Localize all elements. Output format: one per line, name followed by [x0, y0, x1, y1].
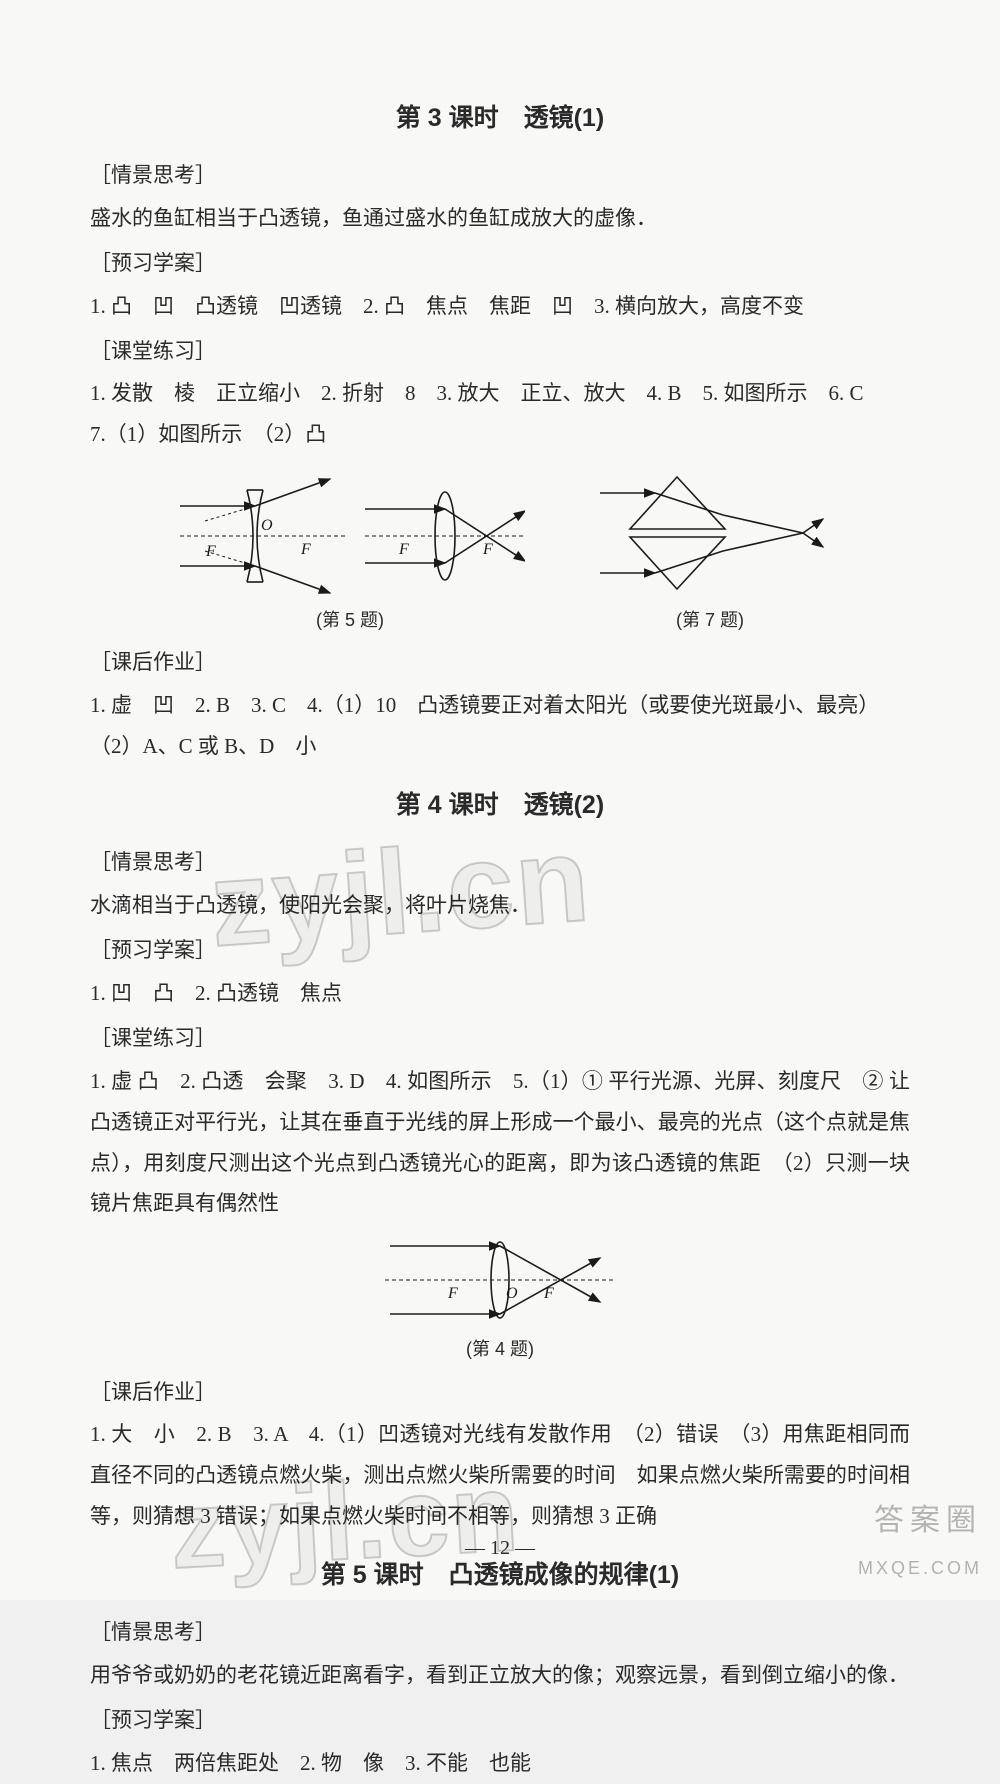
body-text: 1. 虚 凹 2. B 3. C 4.（1）10 凸透镜要正对着太阳光（或要使光… [90, 685, 910, 726]
section-label: ［课后作业］ [90, 1372, 910, 1413]
lens-diagram-concave-convex: F F O F F [175, 461, 525, 601]
figure-5: F F O F F (第 5 题) [175, 461, 525, 638]
section-label: ［预习学案］ [90, 243, 910, 284]
body-text: 7.（1）如图所示 （2）凸 [90, 414, 910, 455]
section-label: ［情景思考］ [90, 842, 910, 883]
body-text: 1. 凹 凸 2. 凸透镜 焦点 [90, 973, 910, 1014]
section-label: ［情景思考］ [90, 1612, 910, 1653]
body-text: 1. 凸 凹 凸透镜 凹透镜 2. 凸 焦点 焦距 凹 3. 横向放大，高度不变 [90, 286, 910, 327]
body-text: 1. 虚 凸 2. 凸透 会聚 3. D 4. 如图所示 5.（1）① 平行光源… [90, 1061, 910, 1225]
svg-text:O: O [506, 1285, 518, 1302]
figure-7: (第 7 题) [595, 461, 825, 638]
svg-text:F: F [398, 541, 409, 558]
body-text: 水滴相当于凸透镜，使阳光会聚，将叶片烧焦． [90, 885, 910, 926]
site-text: MXQE.COM [858, 1551, 982, 1586]
body-text: 1. 发散 棱 正立缩小 2. 折射 8 3. 放大 正立、放大 4. B 5.… [90, 373, 910, 414]
figure-4: F F O (第 4 题) [380, 1230, 620, 1367]
svg-text:F: F [205, 543, 216, 560]
section-label: ［课堂练习］ [90, 1018, 910, 1059]
figure-caption: (第 7 题) [595, 603, 825, 638]
svg-text:F: F [300, 541, 311, 558]
figure-row: F F O F F (第 5 题) (第 7 题) [90, 461, 910, 638]
svg-text:O: O [261, 517, 273, 534]
svg-text:F: F [543, 1285, 554, 1302]
body-text: 用爷爷或奶奶的老花镜近距离看字，看到正立放大的像；观察远景，看到倒立缩小的像． [90, 1655, 910, 1696]
convex-lens-diagram: FFO [380, 1230, 620, 1330]
section-label: ［课堂练习］ [90, 331, 910, 372]
section-label: ［情景思考］ [90, 155, 910, 196]
svg-text:F: F [482, 541, 493, 558]
body-text: （2）A、C 或 B、D 小 [90, 726, 910, 767]
document-page: zyjl.cn zyjl.cn 第 3 课时 透镜(1) ［情景思考］ 盛水的鱼… [0, 0, 1000, 1600]
section-label: ［课后作业］ [90, 642, 910, 683]
page-number: — 12 — [0, 1529, 1000, 1568]
lesson3-title: 第 3 课时 透镜(1) [90, 94, 910, 143]
figure-row: F F O (第 4 题) [90, 1230, 910, 1367]
body-text: 盛水的鱼缸相当于凸透镜，鱼通过盛水的鱼缸成放大的虚像． [90, 198, 910, 239]
figure-caption: (第 5 题) [175, 603, 525, 638]
body-text: 1. 大 小 2. B 3. A 4.（1）凹透镜对光线有发散作用 （2）错误 … [90, 1414, 910, 1537]
brand-text: 答案圈 [858, 1492, 982, 1551]
prism-diagram [595, 461, 825, 601]
body-text: 1. 焦点 两倍焦距处 2. 物 像 3. 不能 也能 [90, 1743, 910, 1784]
lesson4-title: 第 4 课时 透镜(2) [90, 781, 910, 830]
figure-caption: (第 4 题) [380, 1332, 620, 1367]
section-label: ［预习学案］ [90, 1700, 910, 1741]
svg-text:F: F [447, 1285, 458, 1302]
corner-watermark: 答案圈 MXQE.COM [858, 1492, 982, 1586]
section-label: ［预习学案］ [90, 930, 910, 971]
